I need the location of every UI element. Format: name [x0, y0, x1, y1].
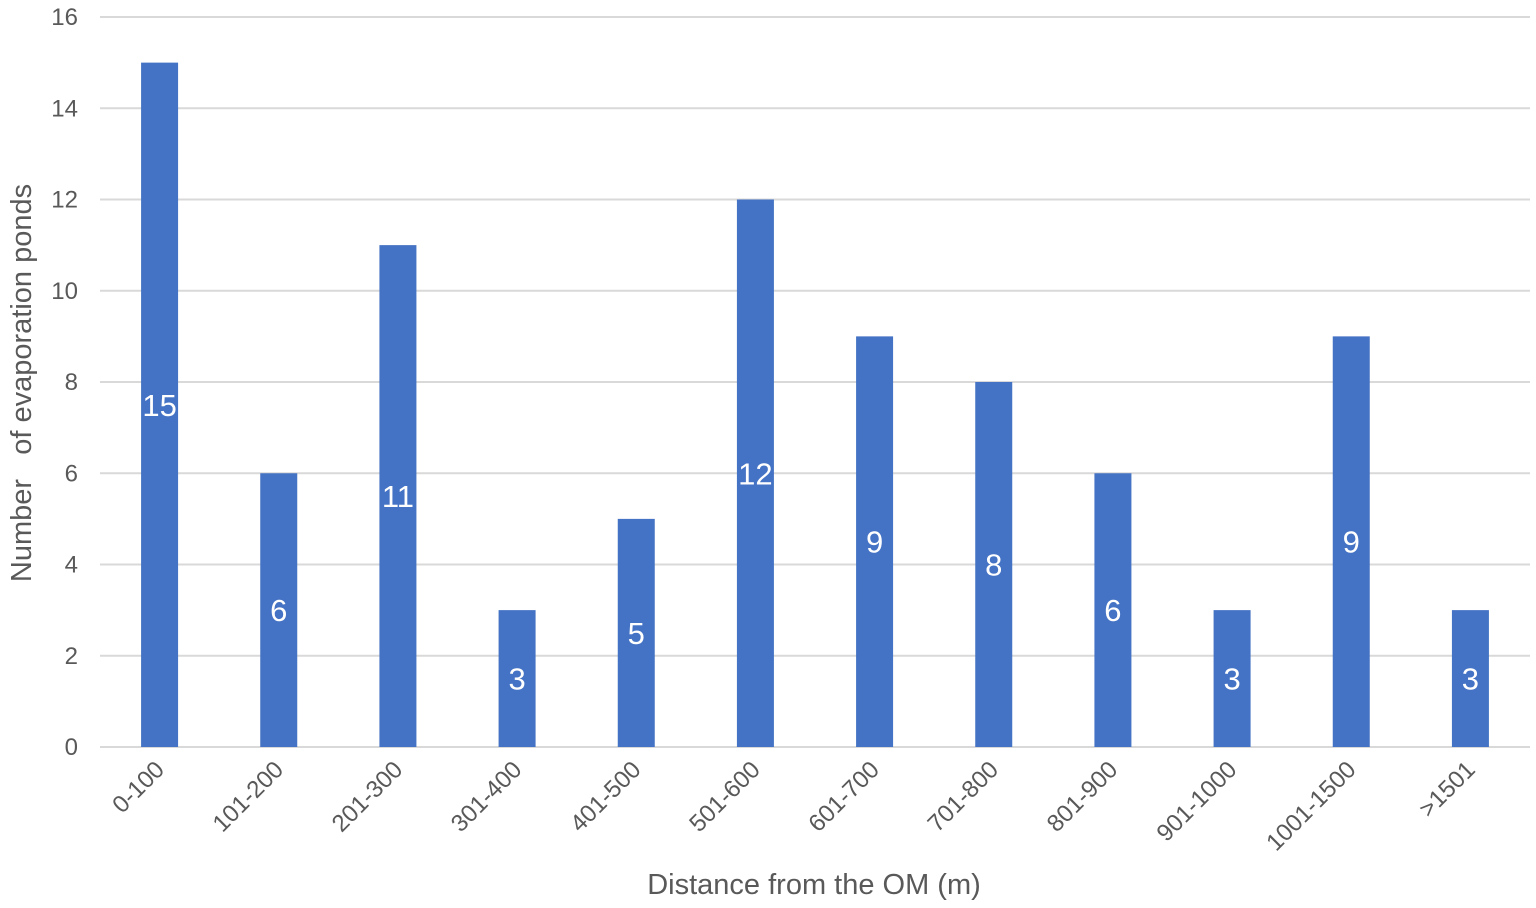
bar-value-label: 11: [382, 479, 414, 514]
bar-value-label: 3: [508, 662, 525, 697]
bar-value-label: 9: [866, 525, 883, 560]
x-tick-label: 201-300: [327, 756, 408, 837]
bar-value-label: 8: [985, 548, 1002, 583]
bars: [141, 62, 1489, 747]
x-tick-label: 901-1000: [1152, 756, 1243, 847]
x-tick-label: 701-800: [923, 756, 1004, 837]
x-tick-label: 301-400: [446, 756, 527, 837]
bar-value-label: 3: [1223, 662, 1240, 697]
bar: [617, 518, 655, 747]
bar-value-label: 3: [1462, 662, 1479, 697]
bar: [736, 199, 774, 747]
y-tick-label: 6: [65, 460, 78, 487]
y-tick-label: 0: [65, 734, 78, 761]
bar: [1332, 336, 1370, 747]
bar: [1213, 610, 1251, 747]
y-tick-label: 8: [65, 369, 78, 396]
bar-value-label: 9: [1343, 525, 1360, 560]
x-tick-label: 1001-1500: [1261, 756, 1361, 856]
y-tick-label: 4: [65, 552, 78, 579]
x-axis-title: Distance from the OM (m): [647, 869, 981, 901]
y-axis-ticks: 0 2 4 6 8 10 12 14 16: [51, 4, 78, 761]
x-tick-label: 601-700: [803, 756, 884, 837]
x-tick-label: 401-500: [565, 756, 646, 837]
y-tick-label: 2: [65, 643, 78, 670]
bar-value-label: 15: [142, 388, 176, 423]
bar: [141, 62, 179, 747]
x-tick-label: 101-200: [208, 756, 289, 837]
x-tick-label: >1501: [1414, 756, 1481, 823]
x-axis-ticks: 0-100 101-200 201-300 301-400 401-500 501-600…: [107, 756, 1480, 856]
bar: [975, 382, 1013, 747]
bar-value-label: 12: [738, 456, 772, 491]
y-axis-title: Number of evaporation ponds: [6, 184, 38, 582]
y-tick-label: 12: [51, 187, 78, 214]
bar: [1094, 473, 1132, 747]
bar: [260, 473, 298, 747]
x-tick-label: 501-600: [684, 756, 765, 837]
gridlines: [100, 16, 1530, 748]
bar: [498, 610, 536, 747]
y-tick-label: 14: [51, 95, 78, 122]
bar-value-label: 6: [1104, 593, 1121, 628]
x-tick-label: 0-100: [107, 756, 170, 819]
y-tick-label: 16: [51, 4, 78, 31]
x-tick-label: 801-900: [1042, 756, 1123, 837]
bar: [856, 336, 894, 747]
bar-value-label: 6: [270, 593, 287, 628]
bar: [379, 245, 417, 747]
y-tick-label: 10: [51, 278, 78, 305]
data-labels: 15 6 11 3 5 12 9 8 6 3 9 3: [142, 388, 1479, 697]
bar: [1451, 610, 1489, 747]
bar-value-label: 5: [628, 616, 645, 651]
